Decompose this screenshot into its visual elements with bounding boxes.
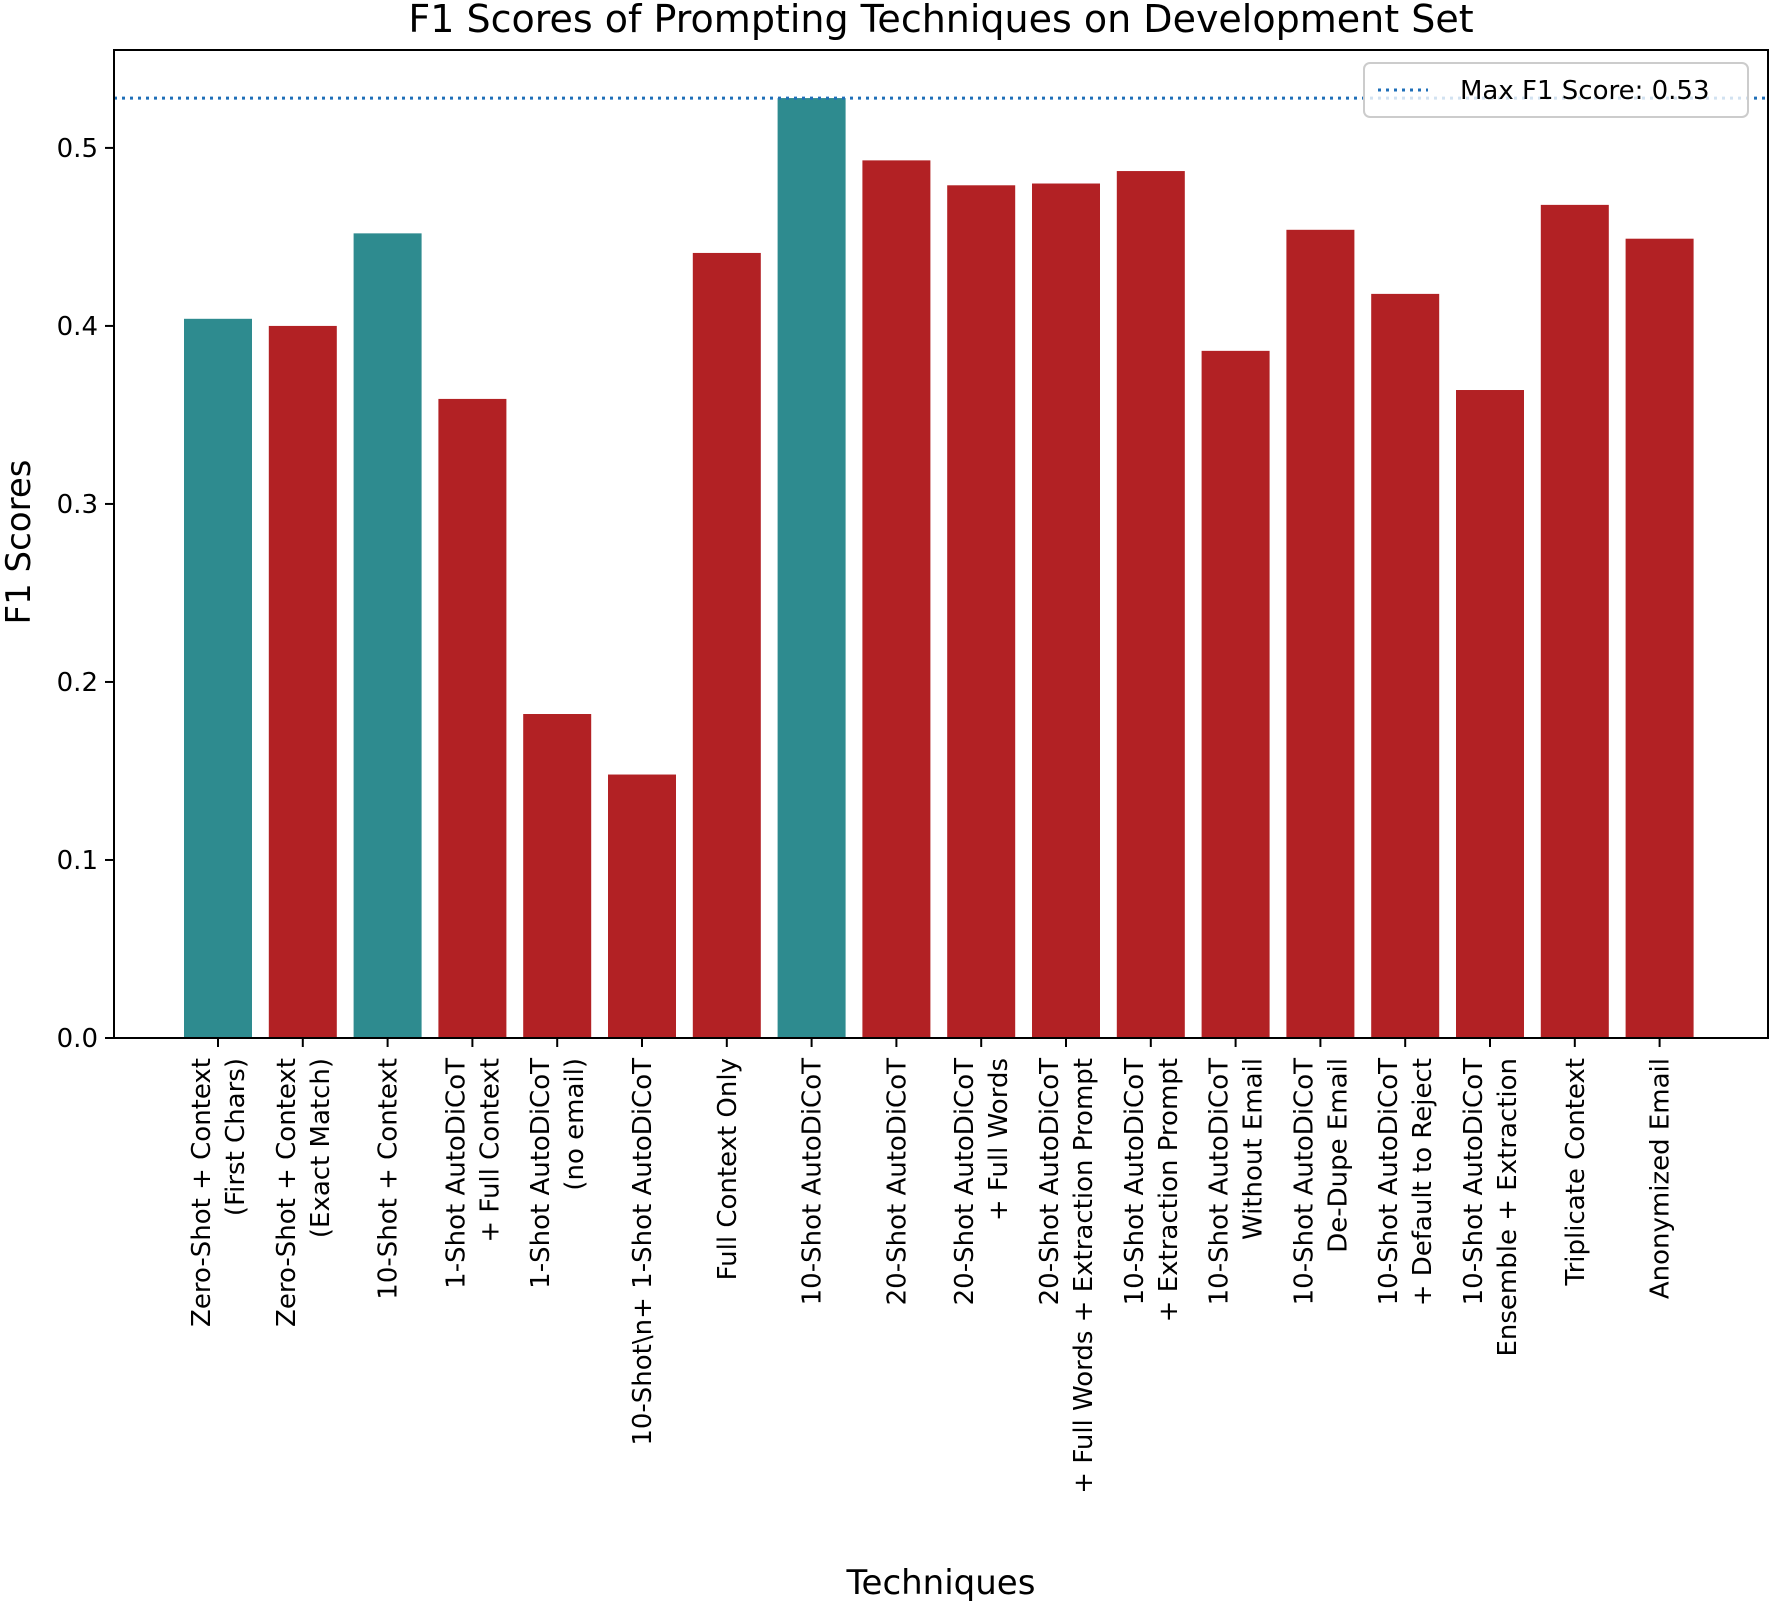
x-tick-label: 10-Shot AutoDiCoT + Extraction Prompt — [1120, 1058, 1184, 1322]
chart-title: F1 Scores of Prompting Techniques on Dev… — [408, 0, 1473, 41]
bar — [1540, 204, 1609, 1038]
x-tick-label-line: 10-Shot AutoDiCoT — [1289, 1058, 1319, 1305]
x-tick-label-line: + Default to Reject — [1408, 1058, 1438, 1306]
x-tick-label: 10-Shot AutoDiCoT Ensemble + Extraction — [1459, 1058, 1523, 1357]
x-tick-label: 1-Shot AutoDiCoT (no email) — [526, 1058, 590, 1289]
x-tick-label: 20-Shot AutoDiCoT + Full Words + Extracti… — [1035, 1058, 1099, 1494]
bar — [777, 98, 846, 1038]
bar — [353, 233, 422, 1039]
bar — [1286, 229, 1355, 1038]
x-axis: Zero-Shot + Context (First Chars) Zero-Sho… — [187, 1038, 1676, 1494]
y-axis: 0.0 0.1 0.2 0.3 0.4 0.5 — [57, 134, 114, 1054]
bar — [1371, 293, 1440, 1039]
x-tick-label: 1-Shot AutoDiCoT + Full Context — [441, 1058, 505, 1289]
legend: Max F1 Score: 0.53 — [1363, 62, 1749, 118]
x-tick-label-line: (no email) — [560, 1058, 590, 1191]
x-tick-label: Anonymized Email — [1646, 1058, 1676, 1299]
x-tick-label-line: 10-Shot AutoDiCoT — [1459, 1058, 1489, 1305]
y-tick-label: 0.2 — [57, 668, 98, 698]
bar — [268, 325, 337, 1038]
x-tick-label-line: + Full Words + Extraction Prompt — [1069, 1058, 1099, 1494]
x-tick-label: 10-Shot AutoDiCoT + Default to Reject — [1374, 1058, 1438, 1306]
x-tick-label-line: + Full Words — [984, 1058, 1014, 1221]
x-tick-label-line: 1-Shot AutoDiCoT — [526, 1058, 556, 1289]
x-tick-label: 10-Shot AutoDiCoT Without Email — [1205, 1058, 1269, 1305]
x-tick-label-line: + Extraction Prompt — [1154, 1058, 1184, 1322]
legend-label: Max F1 Score: 0.53 — [1460, 76, 1710, 106]
bar — [1201, 350, 1270, 1038]
x-tick-label-line: (First Chars) — [221, 1058, 251, 1216]
x-tick-label-line: Full Context Only — [713, 1058, 743, 1280]
x-tick-label-line: 10-Shot AutoDiCoT — [1205, 1058, 1235, 1305]
x-tick-label: 20-Shot AutoDiCoT + Full Words — [950, 1058, 1014, 1305]
x-tick-label-line: 10-Shot AutoDiCoT — [798, 1058, 828, 1305]
x-tick-label: Zero-Shot + Context (Exact Match) — [272, 1058, 336, 1327]
bar — [1116, 171, 1185, 1038]
bar — [184, 318, 252, 1038]
x-tick-label: Full Context Only — [713, 1058, 743, 1280]
x-tick-label: 20-Shot AutoDiCoT — [882, 1058, 912, 1305]
bars — [184, 98, 1694, 1039]
plot-area — [113, 49, 1769, 1039]
x-tick-label: Zero-Shot + Context (First Chars) — [187, 1058, 251, 1327]
x-tick-label-line: 10-Shot + Context — [374, 1058, 404, 1300]
y-tick-label: 0.4 — [57, 312, 98, 342]
y-axis-label: F1 Scores — [0, 460, 39, 625]
x-tick-label: Triplicate Context — [1561, 1058, 1591, 1286]
legend-box — [1363, 62, 1749, 118]
x-tick-label: 10-Shot\n+ 1-Shot AutoDiCoT — [628, 1058, 658, 1446]
x-axis-label: Techniques — [846, 1563, 1036, 1603]
bar — [608, 774, 676, 1038]
bar — [1625, 238, 1694, 1038]
x-tick-label-line: 20-Shot AutoDiCoT — [950, 1058, 980, 1305]
bar — [862, 160, 931, 1039]
bar — [438, 398, 507, 1039]
x-tick-label-line: 20-Shot AutoDiCoT — [882, 1058, 912, 1305]
x-tick-label-line: Zero-Shot + Context — [187, 1058, 217, 1327]
bar — [523, 714, 592, 1038]
x-tick-label-line: De-Dupe Email — [1323, 1058, 1353, 1253]
x-tick-label: 10-Shot AutoDiCoT — [798, 1058, 828, 1305]
y-tick-label: 0.1 — [57, 846, 98, 876]
x-tick-label-line: 10-Shot\n+ 1-Shot AutoDiCoT — [628, 1058, 658, 1446]
x-tick-label-line: 1-Shot AutoDiCoT — [441, 1058, 471, 1289]
x-tick-label: 10-Shot AutoDiCoT De-Dupe Email — [1289, 1058, 1353, 1305]
x-tick-label-line: 10-Shot AutoDiCoT — [1374, 1058, 1404, 1305]
bar — [1032, 183, 1100, 1038]
y-tick-label: 0.3 — [57, 490, 98, 520]
x-tick-label-line: 10-Shot AutoDiCoT — [1120, 1058, 1150, 1305]
x-tick-label-line: 20-Shot AutoDiCoT — [1035, 1058, 1065, 1305]
x-tick-label-line: Without Email — [1239, 1058, 1269, 1240]
x-tick-label-line: (Exact Match) — [306, 1058, 336, 1238]
bar — [947, 185, 1016, 1038]
y-tick-label: 0.0 — [57, 1024, 98, 1054]
x-tick-label: 10-Shot + Context — [374, 1058, 404, 1300]
x-tick-label-line: Ensemble + Extraction — [1493, 1058, 1523, 1357]
x-tick-label-line: Zero-Shot + Context — [272, 1058, 302, 1327]
bar — [1456, 390, 1524, 1038]
x-tick-label-line: + Full Context — [475, 1058, 505, 1243]
x-tick-label-line: Anonymized Email — [1646, 1058, 1676, 1299]
x-tick-label-line: Triplicate Context — [1561, 1058, 1591, 1286]
y-tick-label: 0.5 — [57, 134, 98, 164]
bar — [692, 252, 761, 1038]
